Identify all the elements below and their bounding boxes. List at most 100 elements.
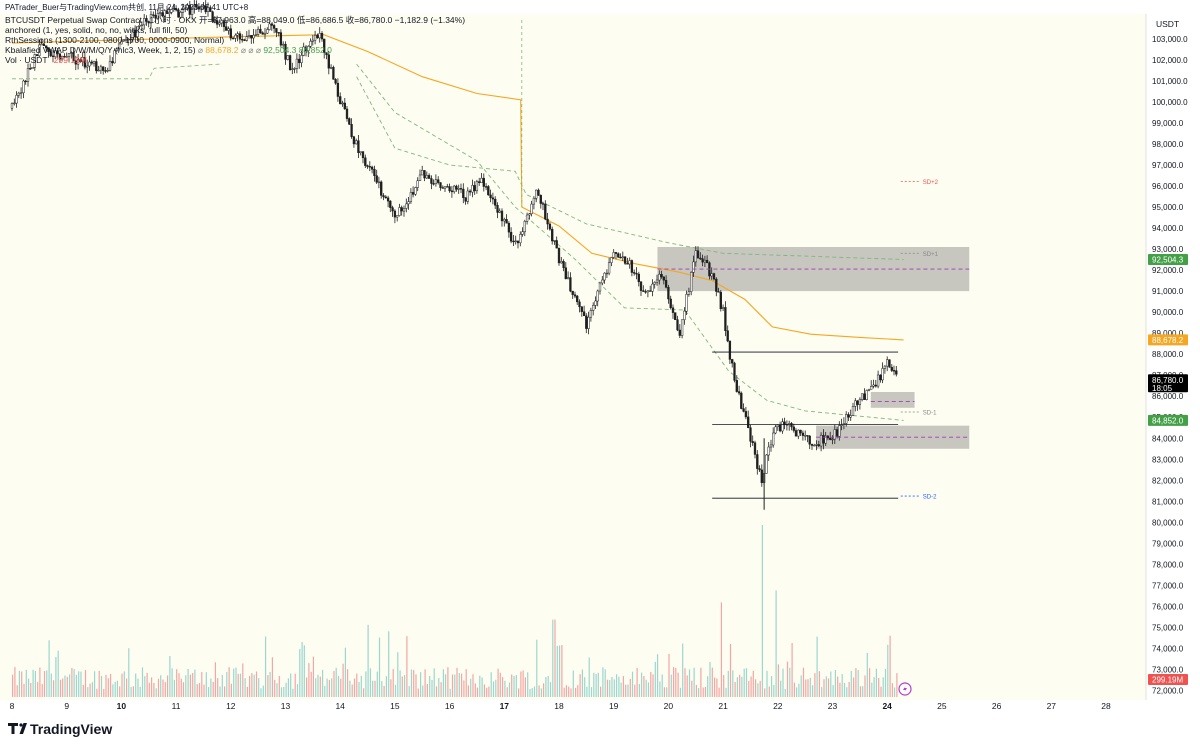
candle-body — [658, 274, 661, 281]
volume-bar — [239, 673, 242, 697]
candle-body — [402, 208, 406, 212]
volume-bar — [755, 679, 757, 697]
volume-bar — [404, 675, 406, 697]
vwap-line — [11, 34, 904, 341]
volume-bar — [679, 687, 681, 697]
candle-body — [236, 33, 239, 36]
candle-body — [140, 24, 144, 26]
candle-body — [610, 257, 613, 263]
volume-badge — [1148, 674, 1188, 685]
symbol-line[interactable]: BTCUSDT Perpetual Swap Contract · 1小时 · … — [5, 15, 465, 25]
volume-bar — [739, 674, 741, 697]
candle-body — [361, 151, 365, 159]
candle-body — [498, 210, 501, 213]
volume-bar — [616, 674, 618, 697]
volume-bar — [34, 671, 36, 697]
candle-body — [92, 61, 96, 64]
volume-bar — [151, 677, 153, 697]
candle-body — [646, 290, 650, 293]
candle-body — [797, 429, 800, 437]
volume-bar — [613, 679, 615, 697]
candle-body — [213, 20, 216, 22]
candle-body — [393, 210, 397, 218]
volume-bar — [556, 645, 558, 697]
time-axis[interactable]: 8 9 10 11 12 13 14 15 16 17 18 19 20 21 22 23 24 25 26 27 28 — [10, 701, 1111, 711]
volume-bar — [435, 686, 438, 697]
axis-price-badge — [1148, 334, 1188, 346]
candle-body — [42, 43, 46, 47]
candle-body — [380, 181, 383, 196]
candle-body — [589, 310, 593, 318]
candle-body — [507, 222, 511, 233]
price-tick: 83,000.0 — [1152, 455, 1184, 464]
candle-body — [710, 273, 713, 277]
candle-body — [26, 68, 30, 82]
volume-bar — [249, 676, 251, 697]
volume-bar — [515, 675, 517, 697]
volume-bar — [374, 680, 376, 697]
volume-bar — [417, 688, 419, 697]
volume-bar — [290, 673, 292, 697]
volume-bar — [568, 686, 570, 697]
candle-body — [747, 416, 750, 428]
volume-bar — [618, 676, 620, 697]
candle-body — [505, 219, 508, 224]
volume-bar — [873, 677, 875, 697]
indicator-anchored[interactable]: anchored (1, yes, solid, no, no, wicks, … — [5, 25, 188, 35]
axis-price-text: 84,852.0 — [1152, 416, 1184, 425]
volume-bar — [454, 674, 456, 697]
volume-bar — [684, 668, 686, 697]
volume-bar — [827, 678, 830, 697]
candle-body — [457, 188, 460, 190]
volume-bar — [91, 682, 93, 697]
volume-bar — [723, 675, 725, 697]
price-tick: 81,000.0 — [1152, 497, 1184, 506]
candle-body — [348, 118, 351, 125]
volume-bar — [253, 674, 255, 697]
tradingview-logo[interactable] — [8, 723, 27, 734]
candle-body — [701, 258, 704, 263]
volume-bar — [180, 678, 182, 697]
volume-header-value: 299.19M — [53, 55, 87, 65]
candle-body — [560, 261, 563, 264]
volume-bar — [814, 673, 816, 697]
replay-icon[interactable] — [898, 682, 912, 696]
candle-body — [494, 198, 497, 206]
price-tick: 86,000.0 — [1152, 392, 1184, 401]
candle-body — [801, 432, 805, 436]
candle-body — [309, 41, 312, 47]
price-axis[interactable]: 72,000.0 73,000.0 74,000.0 75,000.0 76,000.0… — [1152, 35, 1188, 696]
volume-bar — [716, 678, 718, 697]
volume-bar — [28, 678, 30, 697]
candle-body — [644, 291, 647, 293]
time-tick: 10 — [117, 701, 127, 711]
volume-bar — [23, 683, 25, 697]
volume-bar — [169, 656, 171, 697]
volume-bar — [718, 687, 720, 697]
volume-bar — [237, 673, 239, 697]
candle-body — [263, 32, 267, 35]
candle-body — [612, 252, 615, 258]
indicator-volume[interactable]: Vol · USDT 299.19M — [5, 55, 465, 65]
candle-body — [256, 28, 260, 35]
indicator-lines — [11, 20, 904, 421]
volume-bar — [552, 619, 554, 697]
tradingview-logo-text: TradingView — [30, 721, 112, 737]
volume-bar — [600, 686, 602, 697]
volume-bar — [358, 682, 360, 697]
volume-bar — [859, 686, 862, 697]
volume-bar — [21, 671, 23, 697]
volume-bar — [130, 686, 132, 697]
indicator-rth-sessions[interactable]: RthSessions (1300-2100, 0800-1700, 0000-… — [5, 35, 225, 45]
candle-body — [247, 35, 251, 37]
volume-bar — [301, 642, 303, 697]
candle-body — [532, 197, 536, 205]
indicator-vwap[interactable]: Kbalafied VWAP D/W/M/Q/Y (hlc3, Week, 1,… — [5, 45, 332, 55]
candle-body — [614, 252, 618, 254]
symbol-info: BTCUSDT Perpetual Swap Contract · 1小时 · … — [5, 15, 466, 25]
volume-bar — [725, 687, 727, 697]
candle-body — [860, 393, 864, 400]
volume-bar — [492, 681, 495, 697]
volume-bar — [789, 667, 791, 697]
